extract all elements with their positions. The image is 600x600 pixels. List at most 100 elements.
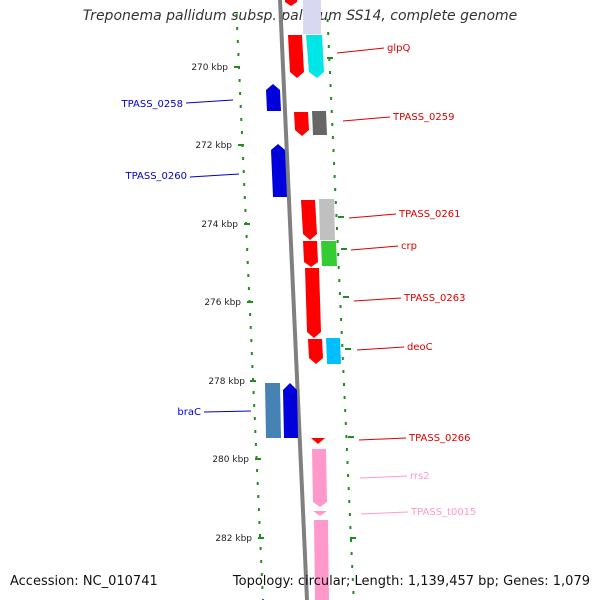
track-dot xyxy=(350,552,353,555)
gene-braC[interactable] xyxy=(283,383,298,438)
track-dot xyxy=(243,183,246,186)
gene-label-TPASS_t0015: TPASS_t0015 xyxy=(410,507,476,518)
gene-TPASS_0263[interactable] xyxy=(305,268,321,338)
track-dot xyxy=(239,92,242,95)
gene-braC-left[interactable] xyxy=(265,383,281,438)
track-dot xyxy=(259,547,262,550)
track-dot xyxy=(247,287,250,290)
track-dot xyxy=(339,305,342,308)
track-dot xyxy=(257,508,260,511)
map-title: Treponema pallidum subsp. pallidum SS14,… xyxy=(82,8,518,24)
track-dot xyxy=(341,344,344,347)
track-dot xyxy=(345,448,348,451)
track-dot xyxy=(254,430,257,433)
track-dot xyxy=(347,487,350,490)
gene-TPASS_0266[interactable] xyxy=(311,438,325,444)
track-dot xyxy=(252,378,254,381)
gene-TPASS_t0015[interactable] xyxy=(313,511,327,516)
track-dot xyxy=(345,435,348,438)
track-dot xyxy=(336,227,338,230)
track-dot xyxy=(341,357,344,360)
accession-text: Accession: NC_010741 xyxy=(10,574,158,589)
ruler-label-278: 278 kbp xyxy=(208,377,245,387)
track-dot xyxy=(249,313,252,316)
gene-TPASS_0259-grey[interactable] xyxy=(312,111,327,135)
gene-bottom-pink[interactable] xyxy=(314,520,329,600)
track-dot xyxy=(352,591,355,594)
track-dot xyxy=(328,58,331,61)
track-dot xyxy=(338,279,341,282)
track-dot xyxy=(245,235,248,238)
track-dot xyxy=(239,105,242,108)
gene-glpQ-cyan[interactable] xyxy=(306,35,324,78)
track-dot xyxy=(333,162,336,165)
track-dot xyxy=(327,32,330,35)
gene-top-partial-red[interactable] xyxy=(285,0,297,6)
track-dot xyxy=(261,586,264,589)
track-dot xyxy=(340,318,343,321)
gene-label-TPASS_0260: TPASS_0260 xyxy=(125,171,187,182)
track-dot xyxy=(333,175,336,178)
track-dot xyxy=(330,110,333,113)
track-dot xyxy=(343,383,345,386)
track-dot xyxy=(349,526,352,529)
genome-summary-text: Topology: circular; Length: 1,139,457 bp… xyxy=(232,574,590,589)
track-dot xyxy=(236,40,239,43)
gene-TPASS_0261-grey[interactable] xyxy=(319,199,335,240)
track-dot xyxy=(260,573,263,576)
track-dot xyxy=(343,396,346,399)
track-dot xyxy=(344,422,347,425)
reverse-strand-genes xyxy=(265,84,298,438)
track-dot xyxy=(251,365,254,368)
ruler-label-282: 282 kbp xyxy=(215,534,252,544)
track-dot xyxy=(252,391,255,394)
gene-glpQ[interactable] xyxy=(288,35,304,78)
gene-label-rrs2: rrs2 xyxy=(410,471,430,482)
gene-deoC-cyan[interactable] xyxy=(326,338,341,364)
track-dot xyxy=(337,253,340,256)
gene-rrs2[interactable] xyxy=(312,449,327,507)
track-dot xyxy=(347,474,350,477)
gene-crp-green[interactable] xyxy=(321,241,337,266)
track-dot xyxy=(255,456,258,459)
gene-label-TPASS_0261: TPASS_0261 xyxy=(398,209,460,220)
track-dot xyxy=(238,79,241,82)
track-dot xyxy=(259,534,261,537)
track-dot xyxy=(344,409,347,412)
track-dot xyxy=(348,500,351,503)
gene-TPASS_0260[interactable] xyxy=(271,144,287,197)
track-dot xyxy=(331,123,334,126)
track-dot xyxy=(242,170,245,173)
ruler-label-274: 274 kbp xyxy=(201,220,238,230)
track-dot xyxy=(348,513,351,516)
gene-deoC[interactable] xyxy=(308,339,323,364)
track-dot xyxy=(246,248,249,251)
track-dot xyxy=(338,292,341,295)
track-dot xyxy=(329,71,331,74)
track-dot xyxy=(240,118,243,121)
track-dot xyxy=(332,149,335,152)
gene-TPASS_0258[interactable] xyxy=(266,84,281,111)
track-dot xyxy=(256,469,259,472)
track-dot xyxy=(334,188,337,191)
track-dot xyxy=(250,352,253,355)
track-dot xyxy=(253,404,256,407)
gene-TPASS_0259[interactable] xyxy=(294,112,309,136)
gene-crp[interactable] xyxy=(303,241,318,267)
gene-label-glpQ: glpQ xyxy=(387,43,410,54)
gene-label-crp: crp xyxy=(401,241,417,252)
track-dot xyxy=(247,274,250,277)
track-dot xyxy=(331,136,334,139)
gene-TPASS_0261[interactable] xyxy=(301,200,317,240)
gene-top-partial-lilac[interactable] xyxy=(303,0,321,34)
track-dot xyxy=(330,97,333,100)
track-dot xyxy=(260,560,263,563)
track-dot xyxy=(237,53,240,56)
ruler-label-270: 270 kbp xyxy=(191,63,228,73)
gene-label-braC: braC xyxy=(177,407,201,418)
gene-label-TPASS_0259: TPASS_0259 xyxy=(392,112,454,123)
right-ticks xyxy=(327,57,356,539)
gene-label-deoC: deoC xyxy=(407,342,433,353)
track-dot xyxy=(235,14,238,17)
